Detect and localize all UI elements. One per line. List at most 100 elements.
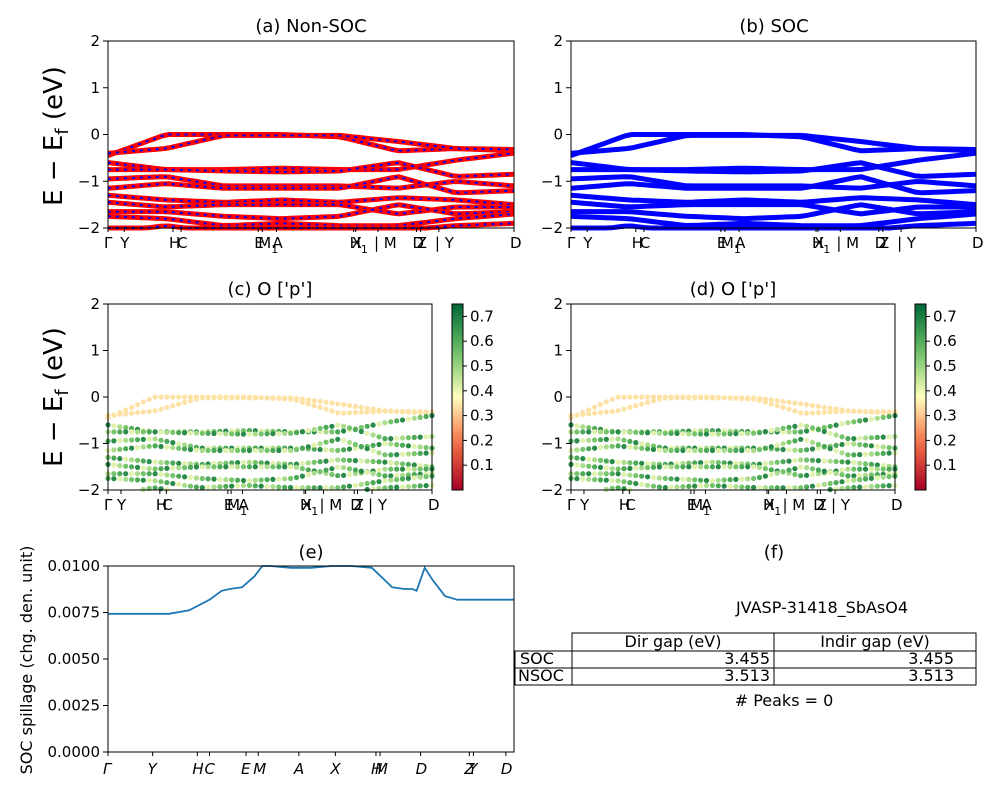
band-dot (862, 461, 869, 467)
band-dot (586, 476, 592, 482)
band-dot (751, 464, 757, 470)
band-dot (650, 398, 657, 404)
band-dot (880, 409, 886, 415)
band-dot (621, 486, 627, 492)
colorbar-label: 0.4 (933, 382, 957, 400)
band-dot (223, 477, 229, 483)
band-dot (411, 408, 417, 415)
band-line (107, 211, 515, 229)
band-dot (574, 476, 580, 482)
band-dot (586, 456, 592, 462)
band-dot (839, 441, 845, 448)
band-dot (839, 434, 845, 440)
xtick-sub: 1 (271, 243, 278, 256)
ytick-label: 0 (553, 126, 563, 144)
band-dot (592, 471, 598, 477)
band-dot (423, 483, 429, 489)
band-dot (880, 434, 886, 440)
band-dot (633, 460, 639, 466)
band-dot (886, 466, 892, 472)
band-dot (394, 472, 400, 479)
xtick-label: C (205, 760, 216, 778)
band-dot (264, 464, 270, 470)
band-dot (394, 484, 400, 490)
band-dot (639, 473, 645, 479)
band-dot (146, 459, 152, 465)
band-dot (886, 445, 892, 451)
band-dot (223, 460, 229, 466)
band-dot (868, 443, 875, 449)
band-dot (721, 477, 727, 483)
xtick-label: E (224, 496, 233, 514)
xtick-label: H (632, 234, 643, 252)
band-dot (146, 408, 152, 415)
band-dot (809, 483, 816, 489)
xtick-label: D (510, 234, 522, 252)
band-dot (745, 447, 751, 454)
band-dot (335, 401, 341, 407)
band-dot (276, 476, 282, 482)
band-dot (176, 441, 182, 447)
band-dot (370, 448, 376, 454)
band-dot (411, 443, 417, 449)
band-dot (235, 483, 241, 489)
band-dot (217, 484, 223, 490)
band-dot (680, 476, 686, 482)
band-dot (305, 401, 311, 407)
band-dot (592, 457, 598, 463)
band-dot (134, 457, 141, 463)
band-dot (293, 447, 300, 453)
band-dot (574, 462, 580, 468)
band-dot (733, 447, 739, 454)
band-dot (123, 407, 129, 413)
band-dot (146, 477, 152, 483)
band-dot (111, 476, 117, 482)
band-dot (288, 484, 294, 491)
band-dot (715, 431, 721, 437)
band-dot (851, 419, 857, 425)
band-dot (193, 484, 199, 490)
band-dot (845, 441, 851, 447)
band-dot (692, 447, 698, 454)
xtick-label: A (701, 496, 712, 514)
band-dot (650, 446, 657, 453)
band-dot (187, 483, 194, 489)
band-dot (656, 430, 663, 436)
band-dot (370, 432, 376, 438)
band-dot (845, 466, 851, 472)
band-dot (182, 465, 188, 471)
band-dot (370, 442, 376, 448)
band-dot (229, 464, 235, 470)
band-dot (580, 476, 586, 482)
xtick-label: D (416, 760, 428, 778)
band-dot (833, 422, 839, 428)
band-dot (405, 451, 411, 457)
band-dot (603, 471, 609, 477)
colorbar-label: 0.3 (470, 407, 494, 425)
band-dot (821, 404, 827, 410)
xtick-label: Y (119, 234, 130, 252)
xtick-label: D (350, 496, 362, 514)
band-dot (786, 447, 792, 453)
band-dot (376, 472, 382, 478)
band-dot (798, 485, 804, 491)
band-dot (276, 464, 282, 470)
band-dot (851, 477, 857, 483)
xtick-label: A (293, 760, 304, 778)
band-dot (305, 485, 311, 491)
band-dot (768, 472, 774, 478)
band-dot (845, 478, 851, 484)
xtick-label: E (241, 760, 251, 778)
band-dot (739, 484, 745, 490)
band-dot (703, 395, 710, 401)
band-dot (311, 398, 317, 404)
band-dot (868, 435, 875, 441)
band-dot (252, 464, 258, 470)
xtick-label: X (352, 234, 362, 252)
panel-e-ylabel: SOC spillage (chg. den. unit) (17, 546, 36, 775)
band-dot (703, 464, 710, 470)
band-dot (862, 472, 869, 478)
band-dot (329, 457, 335, 464)
band-dot (686, 431, 692, 437)
band-dot (845, 473, 851, 479)
